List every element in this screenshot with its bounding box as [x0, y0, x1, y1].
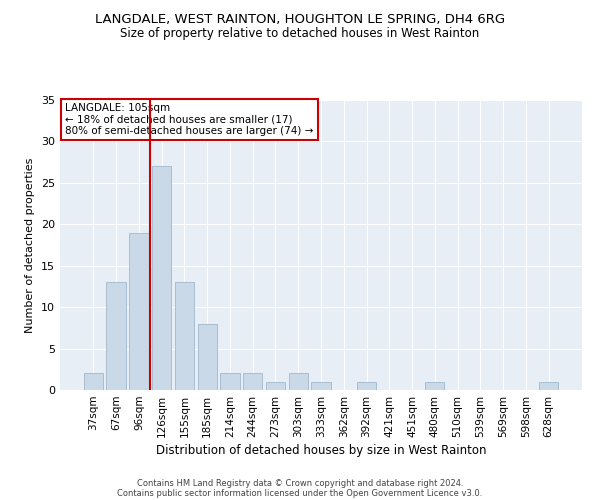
Text: LANGDALE, WEST RAINTON, HOUGHTON LE SPRING, DH4 6RG: LANGDALE, WEST RAINTON, HOUGHTON LE SPRI… — [95, 12, 505, 26]
Bar — [289, 374, 308, 390]
Text: LANGDALE: 105sqm
← 18% of detached houses are smaller (17)
80% of semi-detached : LANGDALE: 105sqm ← 18% of detached house… — [65, 103, 314, 136]
Bar — [84, 374, 103, 390]
Bar — [243, 374, 262, 390]
Bar — [106, 282, 126, 390]
Bar — [152, 166, 172, 390]
X-axis label: Distribution of detached houses by size in West Rainton: Distribution of detached houses by size … — [156, 444, 486, 457]
Bar — [266, 382, 285, 390]
Bar — [539, 382, 558, 390]
Bar — [425, 382, 445, 390]
Bar — [129, 232, 149, 390]
Y-axis label: Number of detached properties: Number of detached properties — [25, 158, 35, 332]
Bar — [197, 324, 217, 390]
Bar — [175, 282, 194, 390]
Bar — [311, 382, 331, 390]
Text: Contains public sector information licensed under the Open Government Licence v3: Contains public sector information licen… — [118, 488, 482, 498]
Bar — [357, 382, 376, 390]
Bar — [220, 374, 239, 390]
Text: Contains HM Land Registry data © Crown copyright and database right 2024.: Contains HM Land Registry data © Crown c… — [137, 478, 463, 488]
Text: Size of property relative to detached houses in West Rainton: Size of property relative to detached ho… — [121, 28, 479, 40]
